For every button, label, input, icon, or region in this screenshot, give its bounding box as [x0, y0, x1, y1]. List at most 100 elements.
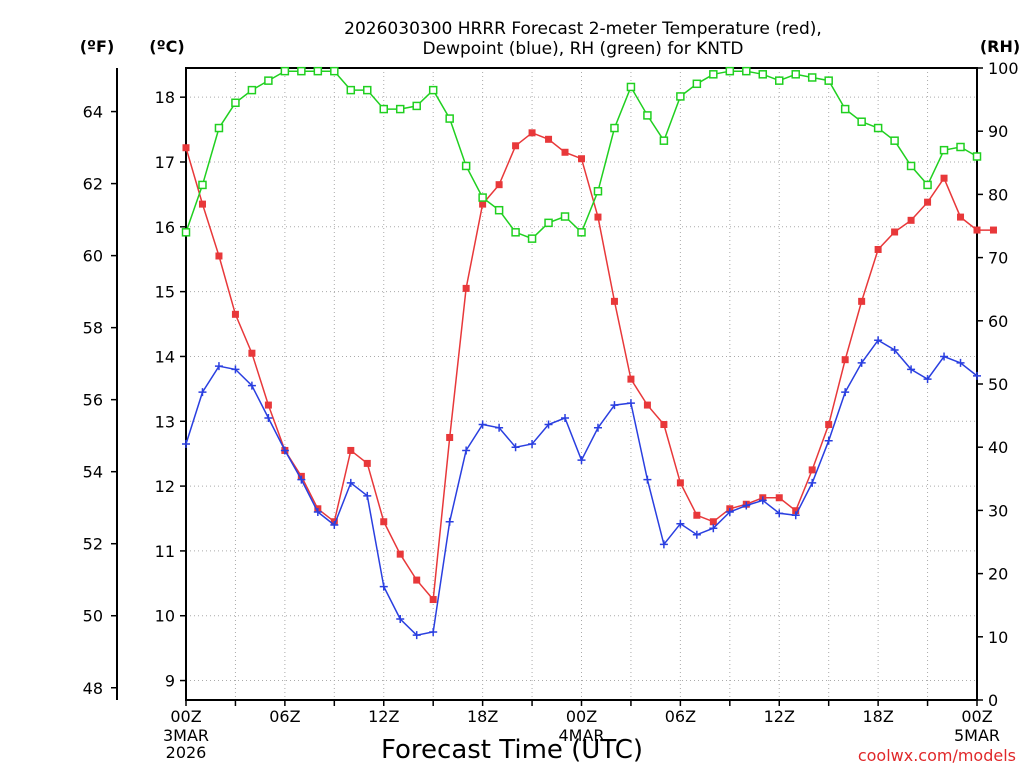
rh-point — [198, 180, 207, 190]
rh-tick-label: 0 — [988, 691, 998, 710]
rh-tick-label: 10 — [988, 628, 1008, 647]
temperature-point — [924, 198, 932, 206]
temperature-point — [545, 135, 553, 143]
temperature-point — [643, 401, 651, 409]
celsius-tick-label: 14 — [155, 347, 175, 366]
rh-point — [643, 111, 652, 120]
fahrenheit-tick-label: 54 — [83, 463, 103, 482]
dewpoint-point — [544, 420, 553, 429]
rh-point — [280, 66, 290, 76]
chart-title-line-1: 2026030300 HRRR Forecast 2-meter Tempera… — [344, 19, 822, 39]
fahrenheit-unit-label: (ºF) — [80, 37, 115, 56]
x-date-label: 4MAR — [558, 726, 604, 745]
dewpoint-point — [445, 517, 454, 526]
celsius-unit-label: (ºC) — [149, 37, 184, 56]
rh-point — [363, 85, 372, 95]
dewpoint-point — [379, 582, 388, 591]
x-tick-label: 00Z — [170, 707, 201, 726]
dewpoint-point — [890, 345, 899, 354]
dewpoint-point — [363, 491, 372, 500]
fahrenheit-tick-label: 48 — [83, 679, 103, 698]
dewpoint-point — [231, 365, 240, 374]
temperature-point — [825, 421, 833, 429]
celsius-tick-label: 17 — [155, 153, 175, 172]
dewpoint-point — [561, 414, 570, 423]
temperature-point — [989, 226, 997, 234]
dewpoint-point — [198, 388, 207, 397]
temperature-point — [215, 252, 223, 260]
dewpoint-point — [462, 446, 471, 455]
rh-tick-label: 100 — [988, 59, 1019, 78]
rh-point — [445, 114, 454, 123]
temperature-point — [610, 297, 618, 305]
fahrenheit-tick-label: 56 — [83, 391, 103, 410]
dewpoint-point — [841, 388, 850, 397]
celsius-tick-label: 15 — [155, 283, 175, 302]
rh-point — [494, 205, 504, 215]
x-tick-label: 00Z — [961, 707, 992, 726]
temperature-point — [561, 148, 569, 156]
rh-point — [824, 76, 833, 85]
rh-point — [659, 136, 669, 145]
temperature-point — [347, 446, 355, 454]
temperature-point — [512, 142, 520, 150]
rh-tick-label: 50 — [988, 375, 1008, 394]
temperature-point — [660, 421, 668, 429]
rh-point — [428, 85, 438, 95]
x-tick-label: 06Z — [665, 707, 696, 726]
rh-point — [742, 66, 751, 76]
dewpoint-point — [659, 540, 668, 549]
rh-point — [478, 193, 487, 202]
dewpoint-point — [182, 439, 190, 448]
dewpoint-point — [412, 631, 421, 640]
rh-point — [395, 104, 405, 114]
fahrenheit-tick-label: 62 — [83, 175, 103, 194]
dewpoint-point — [280, 446, 289, 455]
celsius-tick-label: 18 — [155, 88, 175, 107]
dewpoint-point — [676, 519, 685, 528]
fahrenheit-tick-label: 60 — [83, 247, 103, 266]
temperature-point — [413, 576, 421, 584]
dewpoint-point — [626, 399, 635, 408]
fahrenheit-tick-label: 58 — [83, 319, 103, 338]
series-dewpoint — [182, 336, 981, 640]
celsius-tick-label: 16 — [155, 218, 175, 237]
rh-point — [247, 85, 257, 95]
rh-tick-label: 40 — [988, 438, 1008, 457]
celsius-tick-label: 12 — [155, 477, 175, 496]
temperature-point — [380, 518, 388, 526]
dewpoint-point — [973, 371, 981, 380]
rh-point — [610, 123, 619, 133]
rh-point — [956, 142, 965, 152]
rh-point — [181, 228, 191, 237]
temperature-point — [495, 181, 503, 189]
rh-point — [231, 98, 240, 108]
dewpoint-point — [610, 401, 619, 410]
temperature-point — [528, 129, 536, 137]
dewpoint-point — [940, 352, 949, 361]
rh-tick-label: 90 — [988, 122, 1008, 141]
temperature-point — [858, 297, 866, 305]
dewpoint-point — [313, 508, 322, 517]
temperature-point — [479, 200, 487, 208]
dewpoint-point — [429, 627, 438, 636]
rh-point — [890, 136, 899, 145]
rh-point — [939, 145, 949, 155]
temperature-point — [264, 401, 272, 409]
dewpoint-point — [709, 524, 718, 533]
dewpoint-point — [808, 478, 817, 487]
rh-point — [412, 101, 421, 111]
x-date-label: 2026 — [166, 743, 207, 762]
temperature-point — [693, 511, 701, 519]
dewpoint-point — [297, 475, 306, 484]
series-line-temperature — [185, 131, 994, 602]
temperature-point — [396, 550, 404, 558]
dewpoint-point — [528, 439, 537, 448]
temperature-point — [973, 226, 981, 234]
dewpoint-point — [907, 365, 916, 374]
rh-point — [626, 82, 636, 92]
series-rh — [181, 66, 982, 243]
rh-point — [857, 117, 866, 126]
temperature-point — [808, 466, 816, 474]
